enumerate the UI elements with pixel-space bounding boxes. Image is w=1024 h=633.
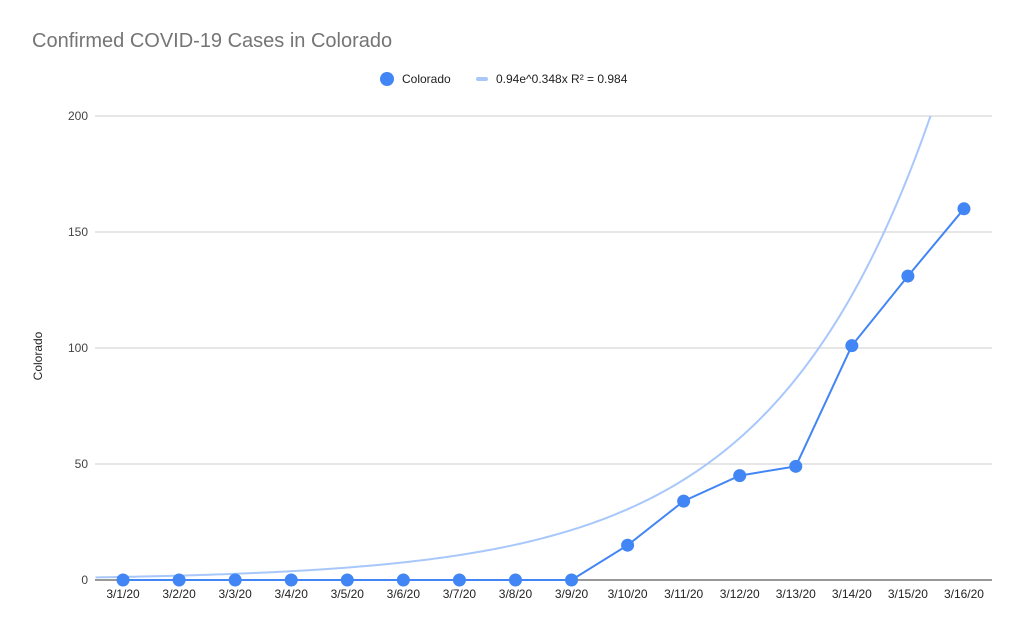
data-point (957, 202, 971, 216)
x-tick-label: 3/6/20 (387, 587, 421, 601)
data-point (789, 459, 803, 473)
data-point (901, 269, 915, 283)
data-point (508, 573, 522, 587)
legend-trendline-swatch-icon (476, 77, 488, 81)
x-tick-label: 3/13/20 (776, 587, 816, 601)
data-point (116, 573, 130, 587)
data-point (845, 339, 859, 353)
data-point (172, 573, 186, 587)
legend-item-trendline[interactable]: 0.94e^0.348x R² = 0.984 (476, 72, 627, 86)
series-line (123, 208, 965, 581)
x-tick-label: 3/3/20 (218, 587, 252, 601)
data-point (396, 573, 410, 587)
data-point (284, 573, 298, 587)
y-tick-label: 150 (68, 225, 88, 239)
legend-item-series[interactable]: Colorado (380, 72, 451, 86)
data-point (733, 469, 747, 483)
x-tick-label: 3/10/20 (608, 587, 648, 601)
x-tick-label: 3/5/20 (331, 587, 365, 601)
legend-marker-dot-icon (380, 72, 394, 86)
data-point (340, 573, 354, 587)
legend-trendline-label: 0.94e^0.348x R² = 0.984 (496, 72, 628, 86)
chart-title: Confirmed COVID-19 Cases in Colorado (32, 30, 393, 52)
y-tick-label: 0 (81, 573, 88, 587)
data-point (228, 573, 242, 587)
legend: Colorado 0.94e^0.348x R² = 0.984 (0, 72, 1024, 94)
x-tick-label: 3/12/20 (720, 587, 760, 601)
data-point (565, 573, 579, 587)
x-tick-label: 3/8/20 (499, 587, 533, 601)
x-tick-label: 3/1/20 (106, 587, 140, 601)
data-point (677, 494, 691, 508)
data-point (452, 573, 466, 587)
trendline (95, 116, 932, 579)
x-tick-label: 3/4/20 (275, 587, 309, 601)
legend-series-label: Colorado (402, 72, 451, 86)
x-tick-label: 3/11/20 (664, 587, 703, 601)
x-tick-label: 3/2/20 (162, 587, 196, 601)
data-point (621, 538, 635, 552)
x-tick-label: 3/14/20 (832, 587, 872, 601)
x-tick-label: 3/15/20 (888, 587, 928, 601)
x-tick-label: 3/16/20 (944, 587, 984, 601)
y-tick-label: 200 (68, 109, 88, 123)
x-tick-label: 3/9/20 (555, 587, 589, 601)
y-tick-label: 50 (75, 457, 89, 471)
y-tick-label: 100 (68, 341, 88, 355)
x-tick-label: 3/7/20 (443, 587, 477, 601)
